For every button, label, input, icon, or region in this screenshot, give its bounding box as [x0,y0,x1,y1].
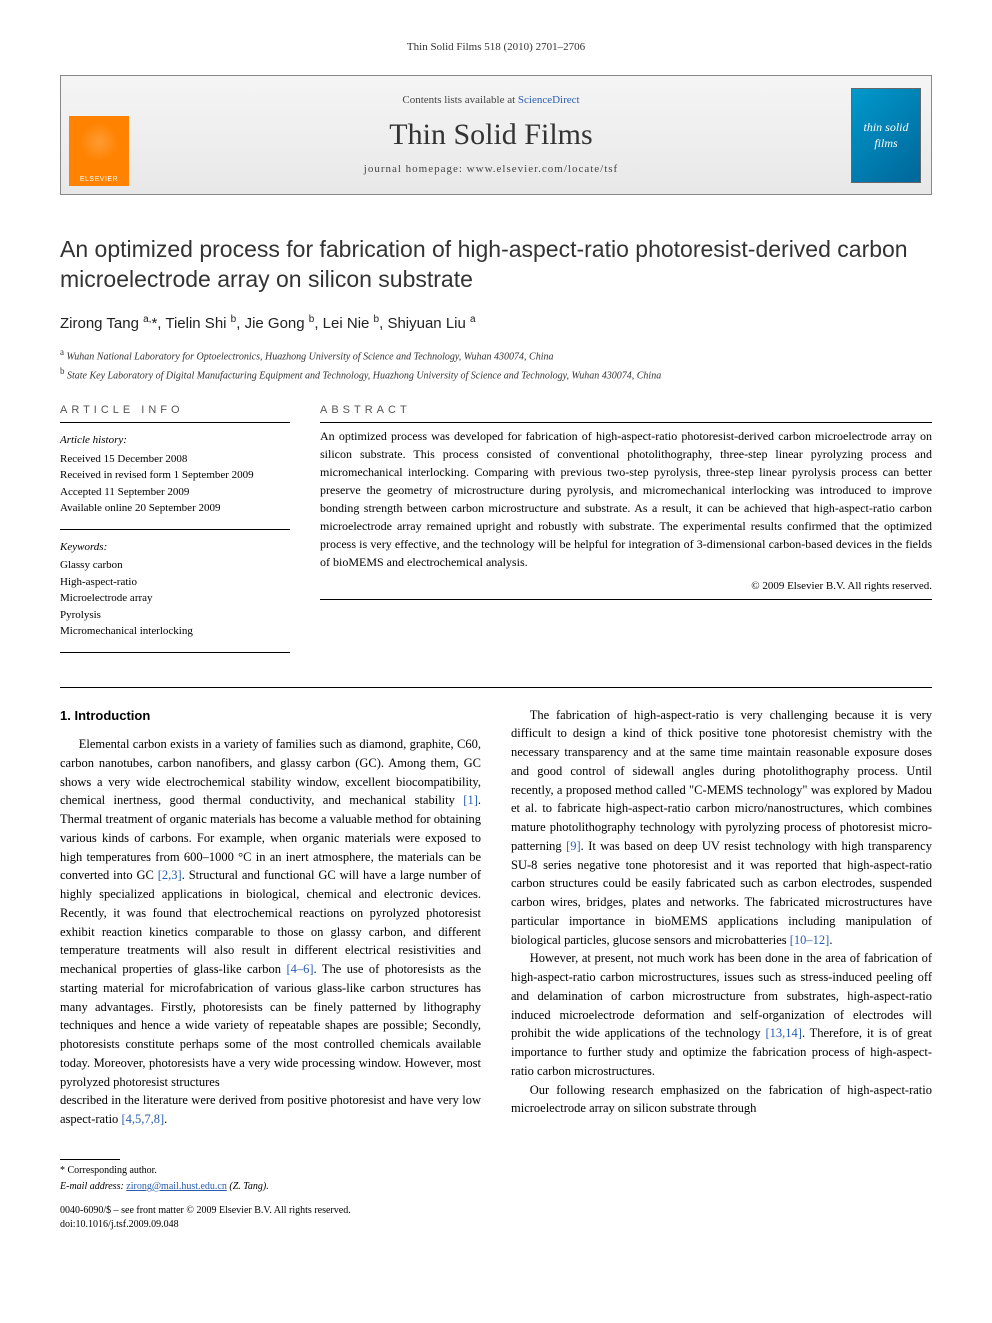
journal-name: Thin Solid Films [389,114,592,156]
divider [320,422,932,423]
keywords-heading: Keywords: [60,540,290,555]
affiliations: a Wuhan National Laboratory for Optoelec… [60,346,932,383]
corresponding-author-note: * Corresponding author. [60,1164,932,1178]
footer: * Corresponding author. E-mail address: … [60,1159,932,1232]
email-line: E-mail address: zirong@mail.hust.edu.cn … [60,1180,932,1194]
running-header: Thin Solid Films 518 (2010) 2701–2706 [60,40,932,55]
citation-ref[interactable]: [1] [463,793,478,807]
history-line: Available online 20 September 2009 [60,500,290,517]
journal-homepage: journal homepage: www.elsevier.com/locat… [364,162,618,177]
elsevier-logo: ELSEVIER [69,116,129,186]
citation-ref[interactable]: [9] [566,839,581,853]
banner-left: ELSEVIER [61,76,141,194]
article-body: 1. Introduction Elemental carbon exists … [60,706,932,1129]
email-label: E-mail address: [60,1181,124,1192]
divider [60,529,290,530]
section-heading-introduction: 1. Introduction [60,706,481,726]
journal-cover-thumbnail: thin solid films [851,88,921,183]
citation-ref[interactable]: [10–12] [790,933,830,947]
divider [60,422,290,423]
history-line: Received 15 December 2008 [60,451,290,468]
paragraph: Our following research emphasized on the… [511,1081,932,1119]
paragraph: Elemental carbon exists in a variety of … [60,735,481,1091]
divider [60,652,290,653]
copyright-line: © 2009 Elsevier B.V. All rights reserved… [320,579,932,594]
elsevier-logo-text: ELSEVIER [80,175,118,185]
email-link[interactable]: zirong@mail.hust.edu.cn [126,1181,227,1192]
keywords-list: Glassy carbonHigh-aspect-ratioMicroelect… [60,557,290,640]
paragraph: The fabrication of high-aspect-ratio is … [511,706,932,950]
contents-available-line: Contents lists available at ScienceDirec… [402,93,579,108]
history-line: Received in revised form 1 September 200… [60,467,290,484]
banner-right: thin solid films [841,76,931,194]
history-line: Accepted 11 September 2009 [60,484,290,501]
doi-block: 0040-6090/$ – see front matter © 2009 El… [60,1204,932,1232]
email-suffix: (Z. Tang). [229,1181,268,1192]
sciencedirect-link[interactable]: ScienceDirect [518,94,580,106]
citation-ref[interactable]: [4,5,7,8] [121,1112,164,1126]
keyword: Glassy carbon [60,557,290,574]
keyword: Pyrolysis [60,607,290,624]
paragraph: However, at present, not much work has b… [511,949,932,1080]
author-list: Zirong Tang a,*, Tielin Shi b, Jie Gong … [60,313,932,334]
section-divider [60,687,932,688]
journal-banner: ELSEVIER Contents lists available at Sci… [60,75,932,195]
contents-prefix: Contents lists available at [402,94,517,106]
divider [320,599,932,600]
article-info-column: ARTICLE INFO Article history: Received 1… [60,403,290,657]
article-history: Received 15 December 2008Received in rev… [60,451,290,517]
banner-center: Contents lists available at ScienceDirec… [141,76,841,194]
keyword: Micromechanical interlocking [60,623,290,640]
history-heading: Article history: [60,433,290,448]
abstract-label: ABSTRACT [320,403,932,418]
front-matter-line: 0040-6090/$ – see front matter © 2009 El… [60,1204,932,1218]
info-abstract-row: ARTICLE INFO Article history: Received 1… [60,403,932,657]
abstract-text: An optimized process was developed for f… [320,427,932,571]
citation-ref[interactable]: [13,14] [765,1026,801,1040]
footnote-rule [60,1159,120,1160]
abstract-column: ABSTRACT An optimized process was develo… [320,403,932,657]
article-info-label: ARTICLE INFO [60,403,290,418]
article-title: An optimized process for fabrication of … [60,235,932,295]
citation-ref[interactable]: [4–6] [286,962,313,976]
citation-ref[interactable]: [2,3] [158,868,182,882]
doi-line: doi:10.1016/j.tsf.2009.09.048 [60,1218,932,1232]
keyword: Microelectrode array [60,590,290,607]
keyword: High-aspect-ratio [60,574,290,591]
affiliation-line: a Wuhan National Laboratory for Optoelec… [60,346,932,364]
affiliation-line: b State Key Laboratory of Digital Manufa… [60,365,932,383]
paragraph: described in the literature were derived… [60,1091,481,1129]
